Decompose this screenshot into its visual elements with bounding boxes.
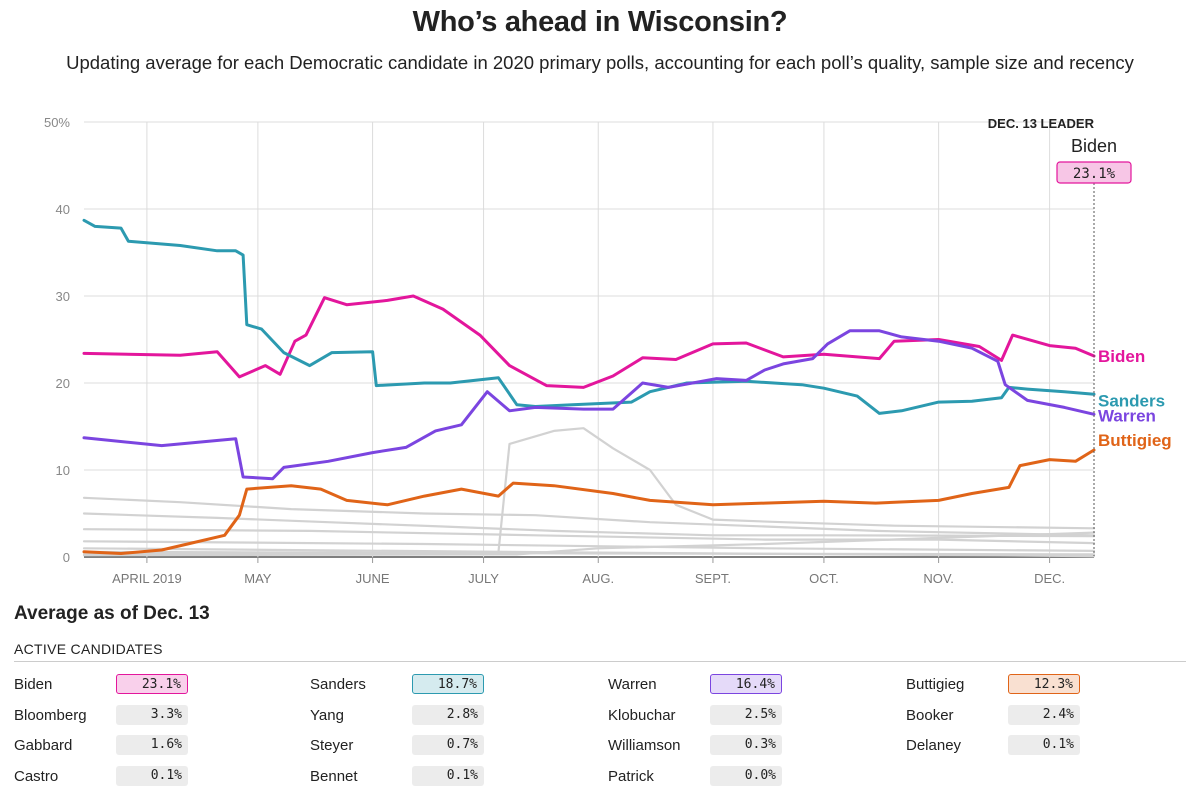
series-end-label: Warren bbox=[1098, 406, 1156, 425]
candidate-name: Bennet bbox=[310, 768, 358, 785]
y-axis-labels: 0 10 20 30 40 50% bbox=[44, 115, 70, 565]
candidate-average-value: 0.0% bbox=[710, 766, 782, 786]
x-tick-label: NOV. bbox=[923, 571, 954, 586]
major-candidate-lines bbox=[82, 218, 1096, 555]
minor-candidate-lines bbox=[82, 427, 1096, 558]
candidate-average-value: 0.1% bbox=[1008, 735, 1080, 755]
x-axis-labels: APRIL 2019 MAY JUNE JULY AUG. SEPT. OCT. NOV. DE… bbox=[112, 571, 1065, 586]
candidate-average-value: 0.1% bbox=[412, 766, 484, 786]
candidate-name: Gabbard bbox=[14, 737, 73, 754]
candidate-average-value: 0.1% bbox=[116, 766, 188, 786]
y-tick-label: 30 bbox=[56, 289, 70, 304]
candidate-name: Steyer bbox=[310, 737, 354, 754]
candidate-name: Castro bbox=[14, 768, 59, 785]
average-title: Average as of Dec. 13 bbox=[14, 603, 210, 624]
leader-value-box bbox=[1056, 161, 1132, 184]
x-tick-label: APRIL 2019 bbox=[112, 571, 182, 586]
candidate-average-value: 23.1% bbox=[116, 674, 188, 694]
candidate-name: Buttigieg bbox=[906, 676, 965, 693]
candidate-average-value: 2.8% bbox=[412, 705, 484, 725]
x-tick-label: SEPT. bbox=[695, 571, 731, 586]
x-tick-label: JULY bbox=[468, 571, 499, 586]
series-end-label: Buttigieg bbox=[1098, 431, 1172, 450]
x-tick-label: OCT. bbox=[809, 571, 839, 586]
candidate-average-value: 18.7% bbox=[412, 674, 484, 694]
gridlines bbox=[84, 121, 1094, 563]
leader-annotation: DEC. 13 LEADER Biden 23.1% bbox=[988, 116, 1132, 556]
series-line-biden bbox=[82, 294, 1096, 389]
candidate-average-value: 2.5% bbox=[710, 705, 782, 725]
x-tick-label: AUG. bbox=[582, 571, 614, 586]
series-end-label: Sanders bbox=[1098, 391, 1165, 410]
x-tick-label: DEC. bbox=[1034, 571, 1065, 586]
line-chart: 0 10 20 30 40 50% APRIL 2019 MAY JUNE JULY AUG. SE… bbox=[44, 115, 1172, 586]
candidate-name: Bloomberg bbox=[14, 707, 87, 724]
leader-heading: DEC. 13 LEADER bbox=[988, 116, 1095, 131]
y-tick-label: 0 bbox=[63, 550, 70, 565]
series-line-minor bbox=[82, 528, 1096, 545]
candidate-average-value: 1.6% bbox=[116, 735, 188, 755]
candidate-name: Biden bbox=[14, 676, 53, 693]
series-line-warren bbox=[82, 329, 1096, 481]
series-line-minor bbox=[82, 547, 1096, 558]
series-line-buttigieg bbox=[82, 448, 1096, 555]
candidate-name: Delaney bbox=[906, 737, 962, 754]
candidate-average-value: 3.3% bbox=[116, 705, 188, 725]
candidate-name: Williamson bbox=[608, 737, 681, 754]
leader-value: 23.1% bbox=[1073, 166, 1116, 182]
leader-name: Biden bbox=[1071, 136, 1117, 156]
x-tick-label: JUNE bbox=[356, 571, 390, 586]
candidate-name: Patrick bbox=[608, 768, 654, 785]
chart-title: Who’s ahead in Wisconsin? bbox=[412, 6, 788, 38]
chart-subtitle: Updating average for each Democratic can… bbox=[66, 52, 1134, 73]
y-tick-label: 10 bbox=[56, 463, 70, 478]
candidate-average-value: 16.4% bbox=[710, 674, 782, 694]
series-line-minor bbox=[82, 540, 1096, 552]
candidate-name: Warren bbox=[608, 676, 657, 693]
series-line-minor bbox=[82, 496, 1096, 537]
x-tick-label: MAY bbox=[244, 571, 272, 586]
candidate-name: Yang bbox=[310, 707, 344, 724]
y-tick-label: 20 bbox=[56, 376, 70, 391]
y-tick-label: 40 bbox=[56, 202, 70, 217]
series-line-sanders bbox=[82, 218, 1096, 415]
candidate-average-value: 0.3% bbox=[710, 735, 782, 755]
series-end-label: Biden bbox=[1098, 347, 1145, 366]
candidate-name: Klobuchar bbox=[608, 707, 676, 724]
candidate-name: Booker bbox=[906, 707, 954, 724]
series-line-minor bbox=[82, 427, 1096, 556]
candidate-average-value: 0.7% bbox=[412, 735, 484, 755]
divider bbox=[14, 661, 1186, 662]
candidate-name: Sanders bbox=[310, 676, 366, 693]
candidate-average-value: 12.3% bbox=[1008, 674, 1080, 694]
active-candidates-label: ACTIVE CANDIDATES bbox=[14, 641, 163, 657]
y-tick-label: 50% bbox=[44, 115, 70, 130]
candidate-average-value: 2.4% bbox=[1008, 705, 1080, 725]
